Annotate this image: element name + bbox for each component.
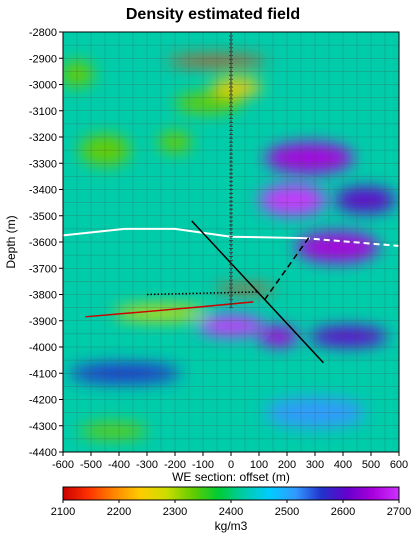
x-tick-label: -200 xyxy=(164,459,186,471)
density-anomaly xyxy=(259,184,327,216)
chart-title: Density estimated field xyxy=(126,6,300,23)
density-anomaly xyxy=(79,423,147,439)
y-axis-label: Depth (m) xyxy=(4,215,18,268)
overlay-red-horizon xyxy=(85,301,254,318)
x-axis-label: WE section: offset (m) xyxy=(172,470,290,484)
colorbar: 2100 2200 2300 2400 2500 2600 2700 kg/m3 xyxy=(51,486,411,533)
colorbar-tick-label: 2300 xyxy=(163,506,187,518)
density-anomaly xyxy=(211,77,262,97)
y-axis: -2800 -2900 -3000 -3100 -3200 -3300 -3400 -3500… xyxy=(29,27,63,459)
colorbar-tick-label: 2400 xyxy=(219,506,243,518)
density-anomaly xyxy=(63,60,94,88)
y-tick-label: -4300 xyxy=(29,421,57,433)
overlay-black-fault-dashed xyxy=(263,236,311,301)
y-tick-label: -4200 xyxy=(29,395,57,407)
x-tick-label: 300 xyxy=(306,459,324,471)
y-tick-label: -4100 xyxy=(29,368,57,380)
density-anomaly xyxy=(259,326,299,347)
overlay-white-horizon xyxy=(63,227,304,240)
overlay-black-dotted xyxy=(146,291,260,296)
x-tick-label: -300 xyxy=(136,459,158,471)
x-tick-label: -600 xyxy=(52,459,74,471)
density-anomaly xyxy=(264,142,355,174)
colorbar-tick-label: 2100 xyxy=(51,506,75,518)
y-tick-label: -3900 xyxy=(29,316,57,328)
y-tick-label: -3000 xyxy=(29,80,57,92)
colorbar-tick-label: 2700 xyxy=(387,506,411,518)
y-tick-label: -3700 xyxy=(29,263,57,275)
x-tick-label: -500 xyxy=(80,459,102,471)
y-tick-label: -3200 xyxy=(29,132,57,144)
y-tick-label: -2900 xyxy=(29,53,57,65)
y-tick-label: -3400 xyxy=(29,185,57,197)
x-tick-label: 100 xyxy=(250,459,268,471)
x-tick-label: 0 xyxy=(228,459,234,471)
y-tick-label: -3800 xyxy=(29,290,57,302)
colorbar-gradient xyxy=(62,486,400,501)
x-tick-label: 400 xyxy=(334,459,352,471)
y-tick-label: -3500 xyxy=(29,211,57,223)
x-tick-label: -400 xyxy=(108,459,130,471)
x-axis: -600 -500 -400 -300 -200 -100 0 100 200 300 400 500… xyxy=(52,452,408,471)
colorbar-tick-label: 2500 xyxy=(275,506,299,518)
y-tick-label: -4400 xyxy=(29,447,57,459)
x-tick-label: 200 xyxy=(278,459,296,471)
colorbar-tick-label: 2200 xyxy=(107,506,131,518)
y-tick-label: -3300 xyxy=(29,158,57,170)
overlay-black-fault xyxy=(191,220,324,364)
x-tick-label: 600 xyxy=(390,459,408,471)
x-tick-label: 500 xyxy=(362,459,380,471)
density-anomaly xyxy=(309,326,388,347)
y-tick-label: -4000 xyxy=(29,342,57,354)
density-anomaly xyxy=(295,231,380,263)
density-anomaly xyxy=(334,186,397,214)
x-tick-label: -100 xyxy=(192,459,214,471)
overlay-white-horizon-dashed xyxy=(303,237,399,247)
y-tick-label: -3100 xyxy=(29,106,57,118)
colorbar-tick-label: 2600 xyxy=(331,506,355,518)
y-tick-label: -3600 xyxy=(29,237,57,249)
colorbar-label: kg/m3 xyxy=(215,519,248,533)
plot-area xyxy=(63,32,399,452)
y-tick-label: -2800 xyxy=(29,27,57,39)
